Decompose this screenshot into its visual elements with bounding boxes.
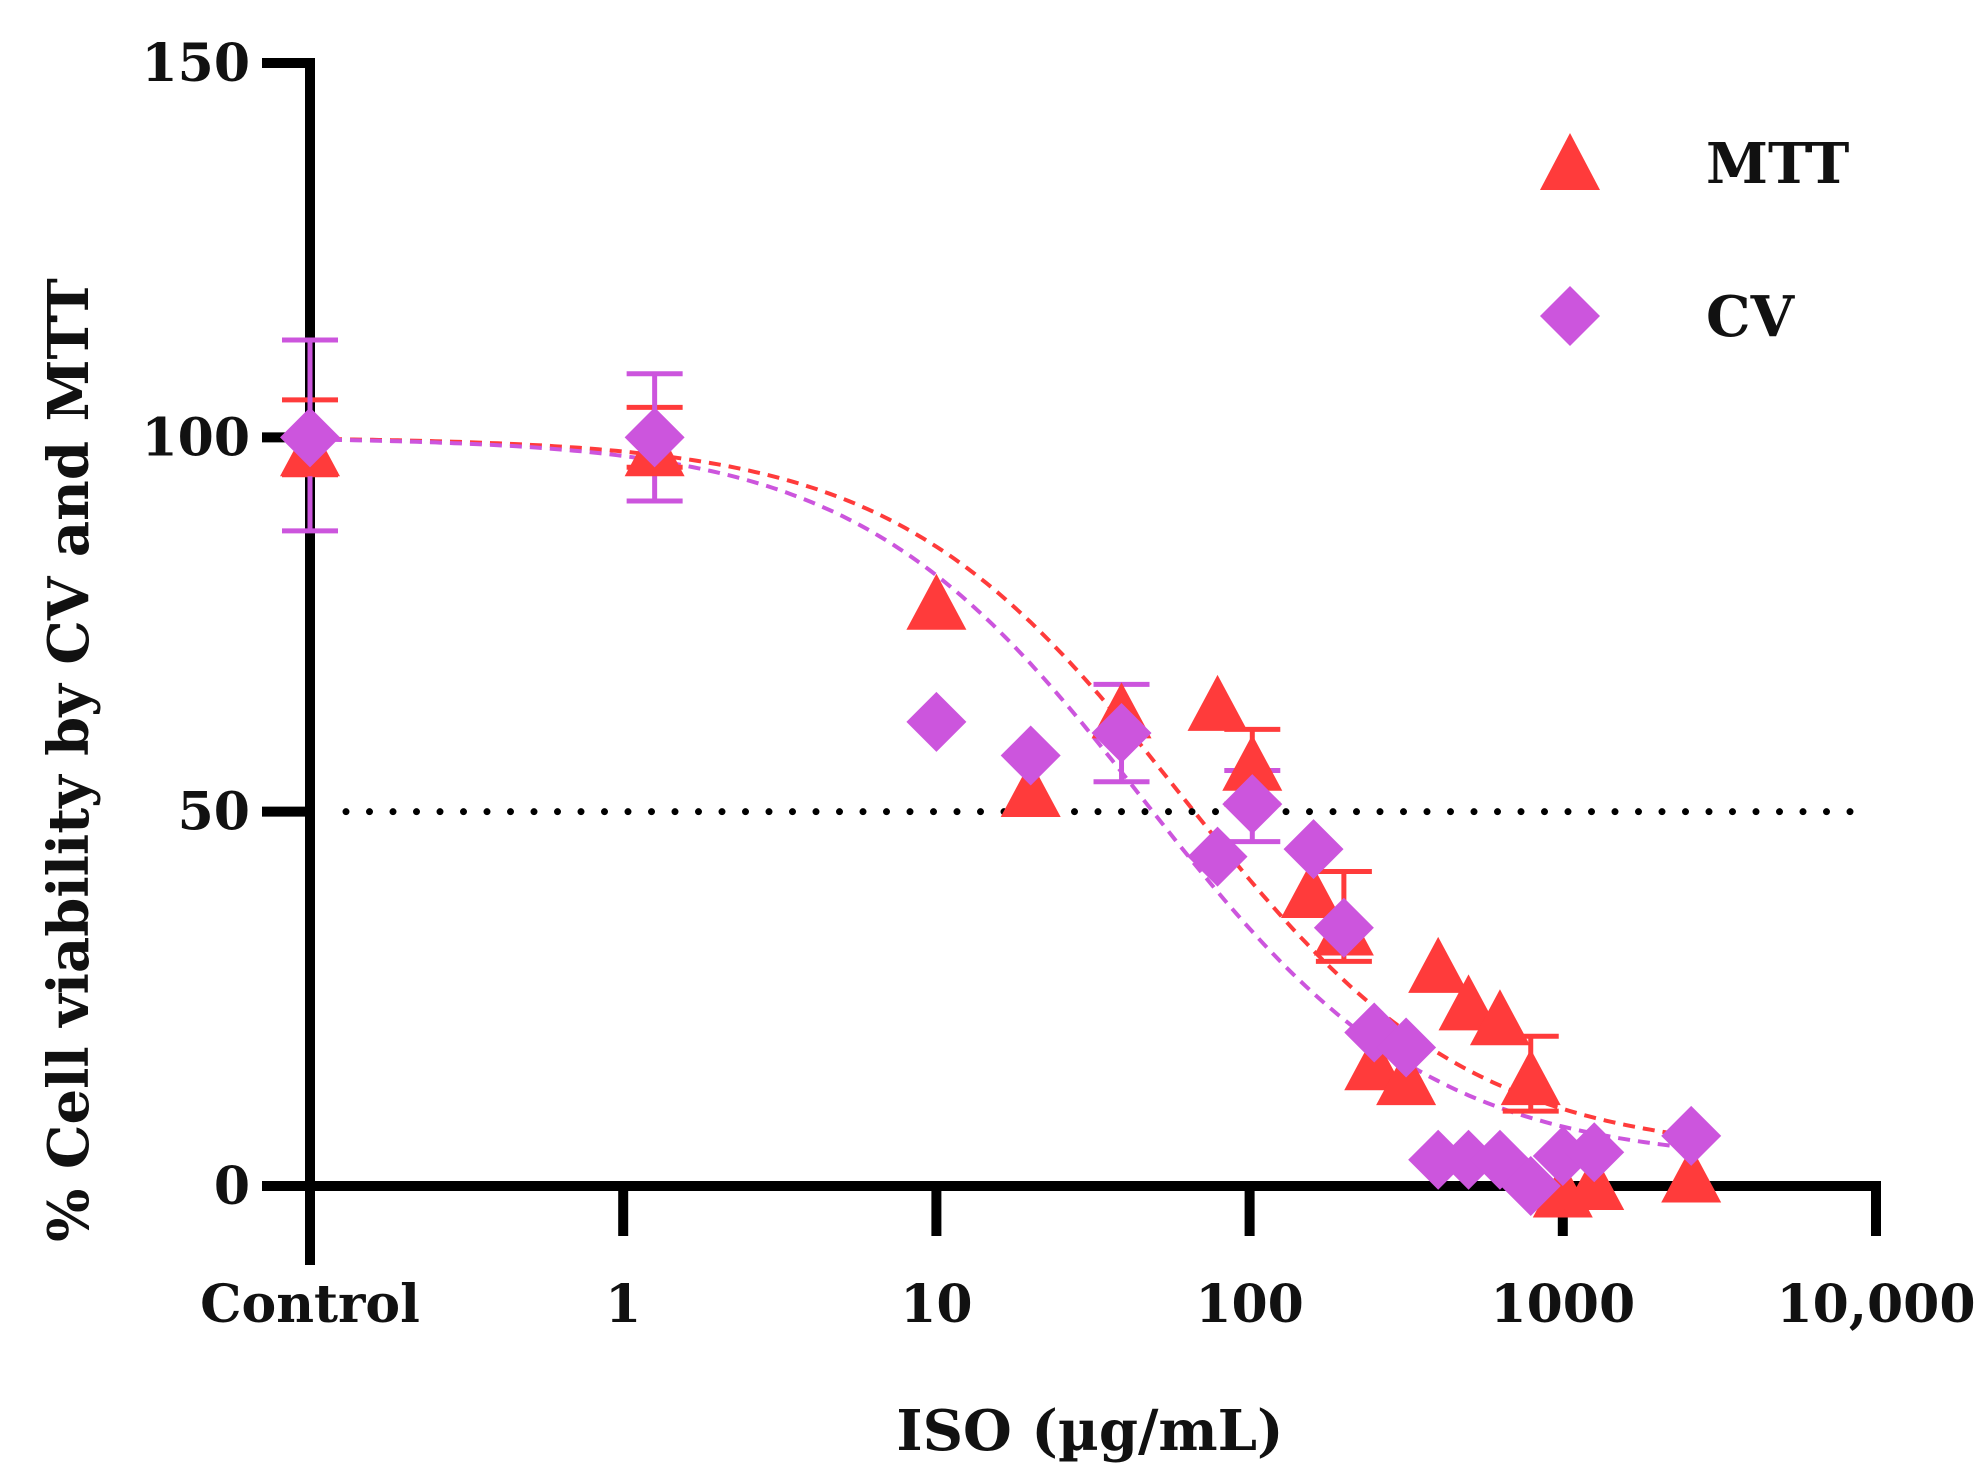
x-tick-label: 10,000 — [1776, 1274, 1975, 1335]
x-axis-label: ISO (µg/mL) — [896, 1398, 1283, 1464]
mtt-data-point — [906, 573, 967, 630]
x-tick-label: 1 — [605, 1274, 641, 1335]
cv-data-point — [1187, 826, 1248, 887]
cv-data-point — [624, 407, 685, 468]
legend-mtt-label: MTT — [1706, 131, 1850, 197]
mtt-data-point — [1469, 989, 1530, 1046]
y-tick-label: 0 — [214, 1156, 250, 1217]
cv-data-point — [1500, 1156, 1561, 1216]
cv-data-point — [1000, 725, 1061, 786]
cv-data-point — [1661, 1105, 1722, 1166]
mtt-fit-curve — [310, 437, 1689, 1138]
cv-data-point — [1091, 703, 1152, 764]
cv-fit-curve — [309, 437, 1689, 1150]
cv-data-point — [1376, 1017, 1437, 1078]
legend-cv-marker — [1540, 286, 1600, 346]
mtt-data-point — [1408, 936, 1469, 993]
legend-mtt-marker — [1540, 133, 1600, 190]
cv-data-point — [1313, 897, 1374, 958]
y-tick-label: 100 — [141, 407, 250, 468]
mtt-data-point — [1438, 974, 1499, 1031]
mtt-data-point — [1500, 1049, 1561, 1106]
legend-cv-label: CV — [1706, 284, 1796, 350]
mtt-data-point — [1187, 674, 1248, 731]
cv-data-point — [1564, 1122, 1625, 1183]
tick-labels: 0 50 100 150 Control 1 10 100 1000 10,000 — [141, 33, 1975, 1335]
mtt-data-point — [1280, 862, 1341, 919]
data-points — [280, 407, 1722, 1218]
cv-data-point — [1283, 819, 1344, 880]
x-tick-label: 100 — [1195, 1274, 1304, 1335]
x-tick-label: 1000 — [1490, 1274, 1635, 1335]
legend: MTT CV — [1540, 131, 1850, 350]
y-axis-label: % Cell viability by CV and MTT — [36, 278, 102, 1242]
cv-data-point — [1408, 1129, 1469, 1190]
cv-data-point — [280, 407, 340, 468]
cv-data-point — [1222, 774, 1283, 835]
y-tick-label: 150 — [141, 33, 250, 94]
mtt-data-point — [1222, 734, 1283, 791]
x-tick-label: Control — [200, 1274, 420, 1335]
mtt-data-point — [1661, 1146, 1722, 1203]
cv-data-point — [1438, 1129, 1499, 1190]
fit-curves — [309, 437, 1689, 1150]
y-tick-label: 50 — [178, 782, 250, 843]
cv-data-point — [906, 691, 967, 752]
mtt-data-point — [1000, 760, 1061, 817]
x-tick-label: 10 — [900, 1274, 972, 1335]
